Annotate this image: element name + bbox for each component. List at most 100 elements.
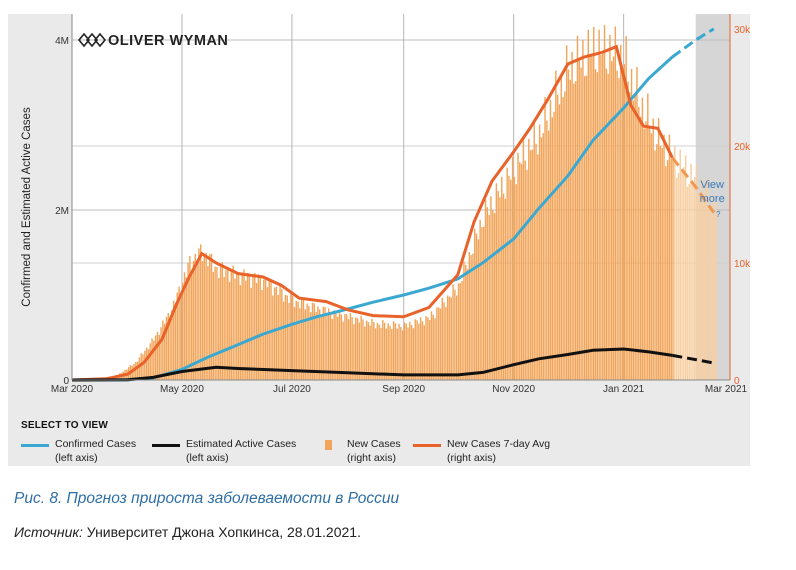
- new-cases-bar: [684, 155, 687, 380]
- new-cases-bar: [218, 277, 220, 380]
- new-cases-bar: [706, 178, 708, 380]
- new-cases-bar: [174, 303, 177, 380]
- new-cases-bar: [450, 297, 453, 380]
- new-cases-bar: [199, 244, 202, 380]
- new-cases-bar: [405, 323, 407, 380]
- new-cases-bar: [493, 212, 496, 380]
- new-cases-bar: [583, 76, 586, 381]
- legend-label: Confirmed Cases: [55, 438, 137, 450]
- new-cases-bar: [533, 119, 535, 380]
- new-cases-bar: [600, 54, 602, 381]
- new-cases-bar: [465, 264, 467, 380]
- new-cases-bar: [264, 277, 267, 380]
- new-cases-bar: [618, 78, 620, 380]
- legend-active[interactable]: Estimated Active Cases (left axis): [152, 437, 322, 467]
- new-cases-bar: [414, 319, 416, 380]
- new-cases-bar: [340, 314, 343, 380]
- new-cases-bar: [293, 306, 296, 380]
- y-right-tick-label: 10k: [734, 259, 750, 270]
- new-cases-bar: [263, 279, 265, 380]
- new-cases-bar: [156, 331, 159, 380]
- new-cases-bar: [614, 26, 617, 380]
- new-cases-bar: [629, 92, 631, 381]
- legend-new-cases[interactable]: New Cases (right axis): [325, 437, 415, 467]
- new-cases-bar: [443, 302, 445, 380]
- new-cases-bar: [565, 45, 568, 381]
- new-cases-bar: [630, 68, 633, 381]
- legend-sublabel: (left axis): [186, 452, 229, 464]
- new-cases-bar: [347, 319, 350, 380]
- confirmed-cases-line: [71, 55, 674, 382]
- new-cases-bar: [564, 91, 566, 380]
- new-cases-bar: [351, 316, 353, 380]
- new-cases-bar: [558, 104, 561, 381]
- new-cases-bar: [198, 248, 200, 380]
- new-cases-bar: [596, 72, 599, 380]
- new-cases-bar: [255, 282, 258, 380]
- new-cases-bar: [189, 256, 191, 380]
- new-cases-bar: [648, 127, 651, 380]
- new-cases-bar: [474, 228, 476, 380]
- new-cases-bar: [576, 35, 579, 380]
- new-cases-bar: [446, 295, 449, 380]
- legend-avg[interactable]: New Cases 7-day Avg (right axis): [413, 437, 573, 467]
- view-more-link[interactable]: View: [700, 179, 724, 191]
- new-cases-bar: [540, 137, 543, 380]
- y-left-tick-label: 0: [63, 376, 69, 387]
- new-cases-bar: [207, 265, 209, 380]
- new-cases-bar: [212, 272, 215, 380]
- new-cases-bar: [620, 44, 622, 380]
- figure-source: Источник: Университет Джона Хопкинса, 28…: [14, 524, 361, 540]
- new-cases-bar: [463, 261, 465, 380]
- legend-line-confirmed-icon: [21, 444, 49, 447]
- new-cases-bar: [153, 340, 155, 380]
- view-more-link[interactable]: more: [700, 193, 725, 205]
- new-cases-bar: [383, 322, 386, 380]
- new-cases-bar: [290, 293, 292, 380]
- x-tick-label: Jul 2020: [273, 384, 311, 395]
- new-cases-bar: [185, 277, 188, 380]
- x-tick-label: Mar 2021: [705, 384, 748, 395]
- view-more-mark: ?: [716, 210, 721, 219]
- legend-confirmed[interactable]: Confirmed Cases (left axis): [21, 437, 161, 467]
- avg-7day-line: [71, 44, 674, 382]
- source-text: Университет Джона Хопкинса, 28.01.2021.: [82, 524, 361, 540]
- new-cases-bar: [329, 312, 332, 380]
- new-cases-bar: [331, 319, 334, 380]
- new-cases-bar: [221, 262, 224, 380]
- new-cases-bar: [479, 219, 481, 380]
- new-cases-bar: [578, 60, 581, 381]
- new-cases-bar: [504, 198, 507, 380]
- new-cases-bar: [681, 171, 683, 380]
- new-cases-bar: [488, 215, 490, 380]
- new-cases-bar: [428, 319, 431, 380]
- new-cases-bar: [555, 70, 557, 380]
- new-cases-bar: [643, 128, 645, 380]
- new-cases-bar: [149, 343, 151, 380]
- new-cases-bar: [282, 301, 285, 380]
- new-cases-bar: [291, 296, 294, 380]
- new-cases-bar: [704, 190, 707, 380]
- new-cases-bar: [356, 318, 359, 380]
- confirmed-cases-forecast-line: [671, 27, 715, 59]
- new-cases-bar: [239, 285, 242, 380]
- new-cases-bar: [210, 253, 213, 380]
- chart-plot: Mar 2020 May 2020 Jul 2020 Sep 2020 Nov 2020…: [21, 14, 750, 395]
- new-cases-bar: [333, 310, 335, 380]
- new-cases-bar: [407, 327, 409, 380]
- new-cases-bar: [713, 214, 716, 380]
- new-cases-bar: [165, 316, 168, 380]
- new-cases-bar: [257, 274, 260, 380]
- new-cases-bar: [248, 275, 251, 380]
- new-cases-bar: [205, 252, 207, 380]
- new-cases-bar: [327, 308, 330, 380]
- new-cases-bar: [252, 276, 254, 380]
- new-cases-bar: [401, 330, 404, 380]
- new-cases-bar: [666, 160, 669, 380]
- new-cases-bar: [529, 150, 532, 380]
- new-cases-bar: [364, 326, 366, 380]
- x-tick-label: Nov 2020: [492, 384, 535, 395]
- new-cases-bar: [362, 319, 364, 380]
- new-cases-bar: [551, 117, 553, 380]
- new-cases-bar: [365, 320, 368, 380]
